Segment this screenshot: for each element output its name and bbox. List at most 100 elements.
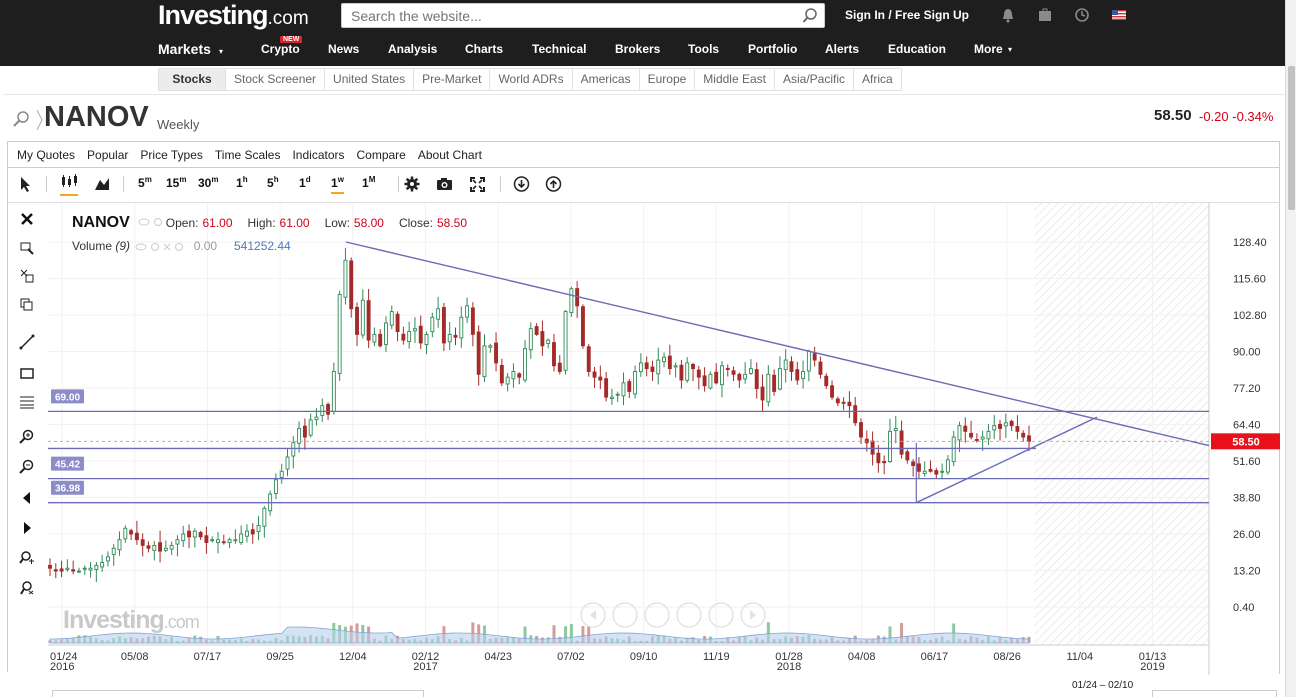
symbol-search-icon[interactable] bbox=[12, 110, 30, 128]
scrollbar-thumb[interactable] bbox=[1288, 66, 1295, 210]
subnav-middle-east[interactable]: Middle East bbox=[694, 69, 774, 90]
nav-technical[interactable]: Technical bbox=[532, 42, 587, 56]
trend-line-tool-icon[interactable] bbox=[19, 334, 35, 350]
menu-popular[interactable]: Popular bbox=[87, 147, 129, 162]
candle-body bbox=[227, 539, 232, 544]
copy-tool-icon[interactable] bbox=[19, 297, 35, 313]
menu-compare[interactable]: Compare bbox=[356, 147, 406, 162]
bell-icon[interactable] bbox=[1000, 7, 1018, 23]
rectangle-tool-icon[interactable] bbox=[19, 365, 35, 381]
subnav-world-adrs[interactable]: World ADRs bbox=[489, 69, 571, 90]
timeframe-1h-button[interactable]: 1h bbox=[236, 175, 248, 190]
candle-body bbox=[100, 562, 105, 568]
timeframe-unit: d bbox=[305, 175, 311, 184]
legend-visibility-icon[interactable] bbox=[138, 217, 164, 227]
upload-icon[interactable] bbox=[545, 176, 562, 192]
eraser-tool-icon[interactable] bbox=[19, 240, 35, 256]
candle-body bbox=[760, 386, 765, 401]
zoom-in-icon[interactable] bbox=[19, 429, 35, 445]
timeframe-15m-button[interactable]: 15m bbox=[166, 175, 186, 190]
candle-body bbox=[285, 456, 290, 470]
menu-time-scales[interactable]: Time Scales bbox=[214, 147, 281, 162]
page-scrollbar[interactable] bbox=[1285, 0, 1296, 697]
menu-indicators[interactable]: Indicators bbox=[292, 147, 345, 162]
x-year-label: 2018 bbox=[777, 661, 801, 673]
menu-my-quotes[interactable]: My Quotes bbox=[17, 147, 76, 162]
candle-body bbox=[105, 556, 110, 562]
search-box[interactable] bbox=[341, 3, 825, 28]
us-flag-icon[interactable] bbox=[1111, 7, 1129, 23]
clock-icon[interactable] bbox=[1074, 7, 1092, 23]
nav-news[interactable]: News bbox=[328, 42, 360, 56]
x-tick-label: 09/25 bbox=[266, 651, 294, 663]
search-input[interactable] bbox=[342, 4, 782, 27]
timeframe-1w-button[interactable]: 1w bbox=[331, 175, 344, 194]
briefcase-icon[interactable] bbox=[1037, 7, 1055, 23]
subnav-americas[interactable]: Americas bbox=[571, 69, 639, 90]
candle-body bbox=[175, 539, 180, 545]
timeframe-5h-button[interactable]: 5h bbox=[267, 175, 279, 190]
scroll-right-icon[interactable] bbox=[19, 520, 35, 536]
candle-body bbox=[262, 507, 267, 527]
candle-body bbox=[424, 333, 429, 346]
nav-education[interactable]: Education bbox=[888, 42, 947, 56]
candles-icon[interactable] bbox=[60, 174, 78, 196]
timeframe-30m-button[interactable]: 30m bbox=[198, 175, 218, 190]
nav-analysis[interactable]: Analysis bbox=[388, 42, 438, 56]
candle-body bbox=[407, 331, 412, 343]
nav-crypto[interactable]: Crypto bbox=[261, 42, 300, 56]
candle-body bbox=[540, 331, 545, 347]
settings-gear-icon[interactable] bbox=[404, 176, 420, 192]
magnet-tool-icon[interactable] bbox=[19, 580, 35, 596]
nav-brokers[interactable]: Brokers bbox=[615, 42, 661, 56]
candle-body bbox=[806, 351, 811, 372]
subnav-africa[interactable]: Africa bbox=[853, 69, 901, 90]
search-icon[interactable] bbox=[802, 7, 819, 24]
candle-body bbox=[737, 373, 742, 381]
fullscreen-icon[interactable] bbox=[470, 177, 485, 192]
subnav-pre-market[interactable]: Pre-Market bbox=[413, 69, 489, 90]
candle-body bbox=[482, 345, 487, 378]
resistance-trend-line bbox=[345, 241, 1210, 447]
candle-body bbox=[951, 436, 956, 463]
lock-tool-icon[interactable] bbox=[19, 268, 35, 284]
menu-about-chart[interactable]: About Chart bbox=[417, 147, 482, 162]
support-trend-line bbox=[916, 416, 1098, 504]
zoom-reset-icon[interactable] bbox=[19, 550, 35, 566]
nav-more[interactable]: More bbox=[974, 42, 1003, 56]
close-icon[interactable] bbox=[19, 211, 35, 227]
subnav-united-states[interactable]: United States bbox=[324, 69, 413, 90]
subnav-stocks[interactable]: Stocks bbox=[158, 69, 225, 90]
subnav-europe[interactable]: Europe bbox=[638, 69, 695, 90]
camera-icon[interactable] bbox=[436, 177, 453, 191]
candle-body bbox=[488, 345, 493, 348]
chart-area[interactable]: 128.40 115.60 102.80 90.00 77.20 64.40 51.60 38… bbox=[48, 202, 1280, 675]
candle-body bbox=[140, 539, 145, 546]
timeframe-5m-button[interactable]: 5m bbox=[138, 175, 152, 190]
subnav-asia-pacific[interactable]: Asia/Pacific bbox=[774, 69, 853, 90]
nav-portfolio[interactable]: Portfolio bbox=[748, 42, 798, 56]
nav-tools[interactable]: Tools bbox=[688, 42, 720, 56]
menu-price-types[interactable]: Price Types bbox=[140, 147, 203, 162]
last-price-tag-label: 58.50 bbox=[1232, 436, 1260, 448]
nav-charts[interactable]: Charts bbox=[465, 42, 504, 56]
scroll-left-icon[interactable] bbox=[19, 490, 35, 506]
timeframe-1M-button[interactable]: 1M bbox=[362, 175, 375, 190]
y-tick-label: 128.40 bbox=[1233, 237, 1267, 249]
candle-body bbox=[725, 368, 730, 370]
investing-logo[interactable]: Investing.com bbox=[158, 0, 309, 30]
timeframe-1d-button[interactable]: 1d bbox=[299, 175, 311, 190]
candle-body bbox=[969, 432, 974, 438]
price-chart[interactable]: 128.40 115.60 102.80 90.00 77.20 64.40 51.60 38… bbox=[48, 203, 1280, 675]
volume-settings-icon[interactable] bbox=[133, 242, 185, 252]
zoom-out-icon[interactable] bbox=[19, 459, 35, 475]
candle-body bbox=[279, 470, 284, 478]
nav-alerts[interactable]: Alerts bbox=[825, 42, 860, 56]
fibonacci-tool-icon[interactable] bbox=[19, 394, 35, 410]
sign-in-link[interactable]: Sign In / Free Sign Up bbox=[845, 8, 970, 22]
cursor-icon[interactable] bbox=[19, 176, 33, 192]
download-icon[interactable] bbox=[513, 176, 530, 192]
area-chart-icon[interactable] bbox=[94, 177, 110, 191]
nav-markets[interactable]: Markets bbox=[158, 41, 211, 57]
subnav-stock-screener[interactable]: Stock Screener bbox=[225, 69, 324, 90]
